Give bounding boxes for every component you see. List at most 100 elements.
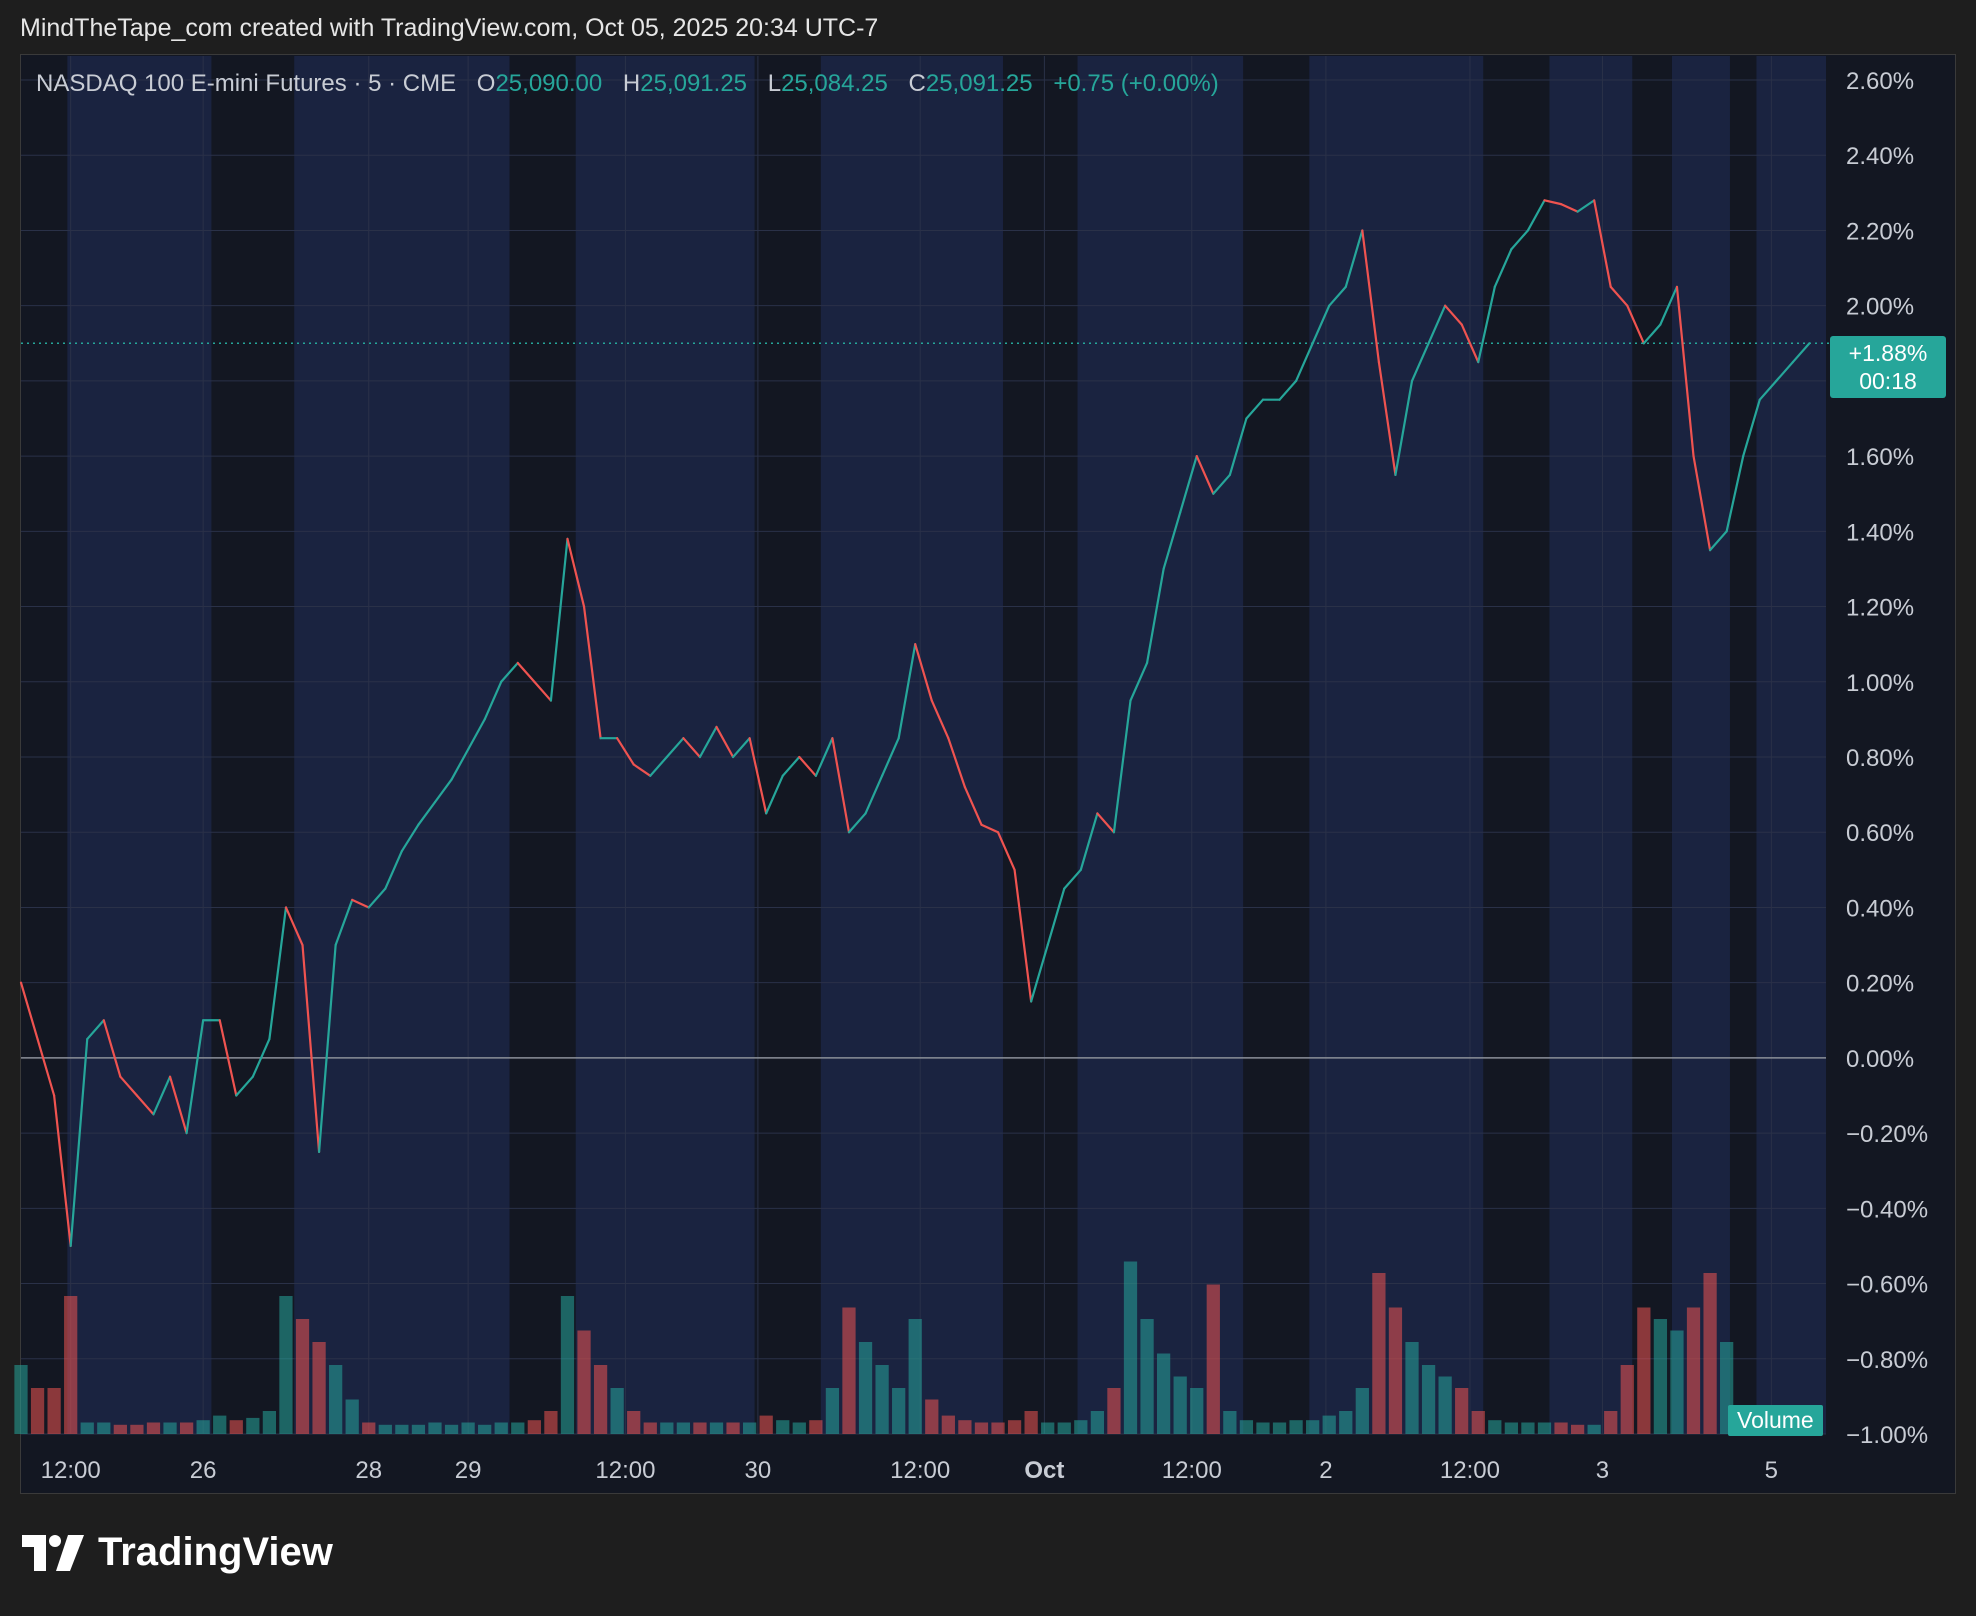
price-segment: [847, 812, 867, 834]
price-segment: [1195, 455, 1215, 495]
volume-bar: [1156, 1353, 1171, 1434]
price-segment: [351, 898, 370, 909]
price-segment: [135, 1094, 155, 1116]
x-tick-label: 12:00: [595, 1457, 655, 1484]
volume-bar: [627, 1411, 641, 1434]
price-segment: [417, 801, 437, 826]
attribution-text: MindTheTape_com created with TradingView…: [20, 14, 879, 42]
volume-bar: [527, 1420, 541, 1434]
price-segment: [1046, 887, 1066, 947]
volume-bar: [941, 1415, 955, 1434]
volume-bar: [958, 1420, 972, 1434]
price-segment: [1725, 455, 1745, 533]
price-segment: [1775, 360, 1794, 382]
price-segment: [500, 661, 519, 683]
volume-bar: [925, 1399, 939, 1434]
tradingview-logo: TradingView: [22, 1530, 333, 1575]
price-segment: [649, 755, 668, 777]
y-tick-label: −0.20%: [1846, 1121, 1928, 1148]
price-segment: [1179, 455, 1198, 514]
volume-bar: [196, 1420, 210, 1434]
x-tick-label: 29: [455, 1457, 482, 1484]
volume-bar: [113, 1424, 127, 1434]
price-segment: [1559, 203, 1579, 213]
price-segment: [1294, 342, 1314, 382]
price-segment: [367, 887, 387, 909]
price-segment: [632, 763, 652, 777]
tradingview-logo-icon: [22, 1534, 84, 1571]
x-tick-label: 12:00: [890, 1457, 950, 1484]
volume-bar: [560, 1296, 575, 1434]
price-segment: [168, 1075, 188, 1135]
price-segment: [1791, 342, 1811, 364]
price-segment: [748, 737, 768, 815]
close-label: C: [908, 70, 926, 97]
price-segment: [1609, 285, 1629, 307]
price-segment: [947, 737, 966, 789]
volume-bar: [1107, 1388, 1121, 1434]
volume-bar: [1686, 1307, 1701, 1434]
volume-bar: [577, 1330, 591, 1434]
price-segment: [433, 778, 453, 804]
price-segment: [284, 906, 304, 947]
price-segment: [86, 1019, 105, 1041]
price-segment: [317, 943, 337, 1154]
price-segment: [914, 643, 933, 702]
price-segment: [1278, 379, 1298, 401]
price-segment: [19, 981, 39, 1041]
offhours-band: [1632, 56, 1672, 1434]
price-segment: [251, 1037, 271, 1078]
price-segment: [1344, 229, 1364, 288]
price-segment: [69, 1037, 89, 1248]
y-tick-label: 0.60%: [1846, 820, 1914, 847]
volume-bar: [163, 1422, 177, 1434]
price-segment: [1576, 199, 1596, 213]
price-segment: [1328, 285, 1347, 307]
volume-bar: [1306, 1420, 1320, 1434]
volume-bar: [1521, 1422, 1535, 1434]
volume-bar: [676, 1422, 691, 1434]
price-segment: [963, 785, 983, 826]
bar-countdown: 00:18: [1859, 368, 1917, 394]
volume-bar: [709, 1422, 724, 1434]
volume-bar: [825, 1388, 840, 1434]
high-value: 25,091.25: [640, 70, 748, 97]
volume-bar: [792, 1422, 806, 1434]
price-segment: [582, 605, 602, 740]
price-segment: [1013, 868, 1033, 1003]
volume-bar: [991, 1422, 1005, 1434]
volume-bar: [842, 1307, 856, 1434]
x-tick-label: 30: [745, 1457, 772, 1484]
y-tick-label: 1.60%: [1846, 444, 1914, 471]
offhours-band: [21, 56, 68, 1434]
volume-bar: [494, 1422, 508, 1434]
volume-bar: [14, 1365, 28, 1434]
price-series: [19, 199, 1811, 1248]
volume-bar: [130, 1424, 144, 1434]
volume-bar: [1388, 1307, 1403, 1434]
y-axis-ticks: 2.60%2.40%2.20%2.00%1.80%1.60%1.40%1.20%…: [1846, 68, 1928, 1449]
volume-bar: [892, 1388, 906, 1434]
y-tick-label: −0.40%: [1846, 1196, 1928, 1223]
volume-bar: [312, 1342, 326, 1434]
x-axis-ticks: 12:00 26 28 29 12:00 30 12:00 Oct 12:00 2 12:00 3 5: [41, 1457, 1778, 1484]
volume-bar: [1173, 1376, 1187, 1434]
volume-bars: [14, 1261, 1817, 1434]
price-segment: [1410, 342, 1430, 382]
price-segment: [1212, 473, 1231, 495]
close-value: 25,091.25: [925, 70, 1033, 97]
volume-bar: [1355, 1388, 1369, 1434]
volume-bar: [1620, 1365, 1634, 1434]
price-segment: [235, 1075, 254, 1097]
volume-bar: [1057, 1422, 1071, 1434]
y-tick-label: 1.40%: [1846, 519, 1914, 546]
volume-bar: [743, 1422, 757, 1434]
price-segment: [1030, 943, 1049, 1003]
volume-bar: [974, 1422, 989, 1434]
price-segment: [119, 1075, 139, 1097]
price-segment: [36, 1037, 56, 1097]
price-segment: [1427, 304, 1447, 345]
volume-bar: [428, 1422, 442, 1434]
volume-bar: [213, 1415, 227, 1434]
